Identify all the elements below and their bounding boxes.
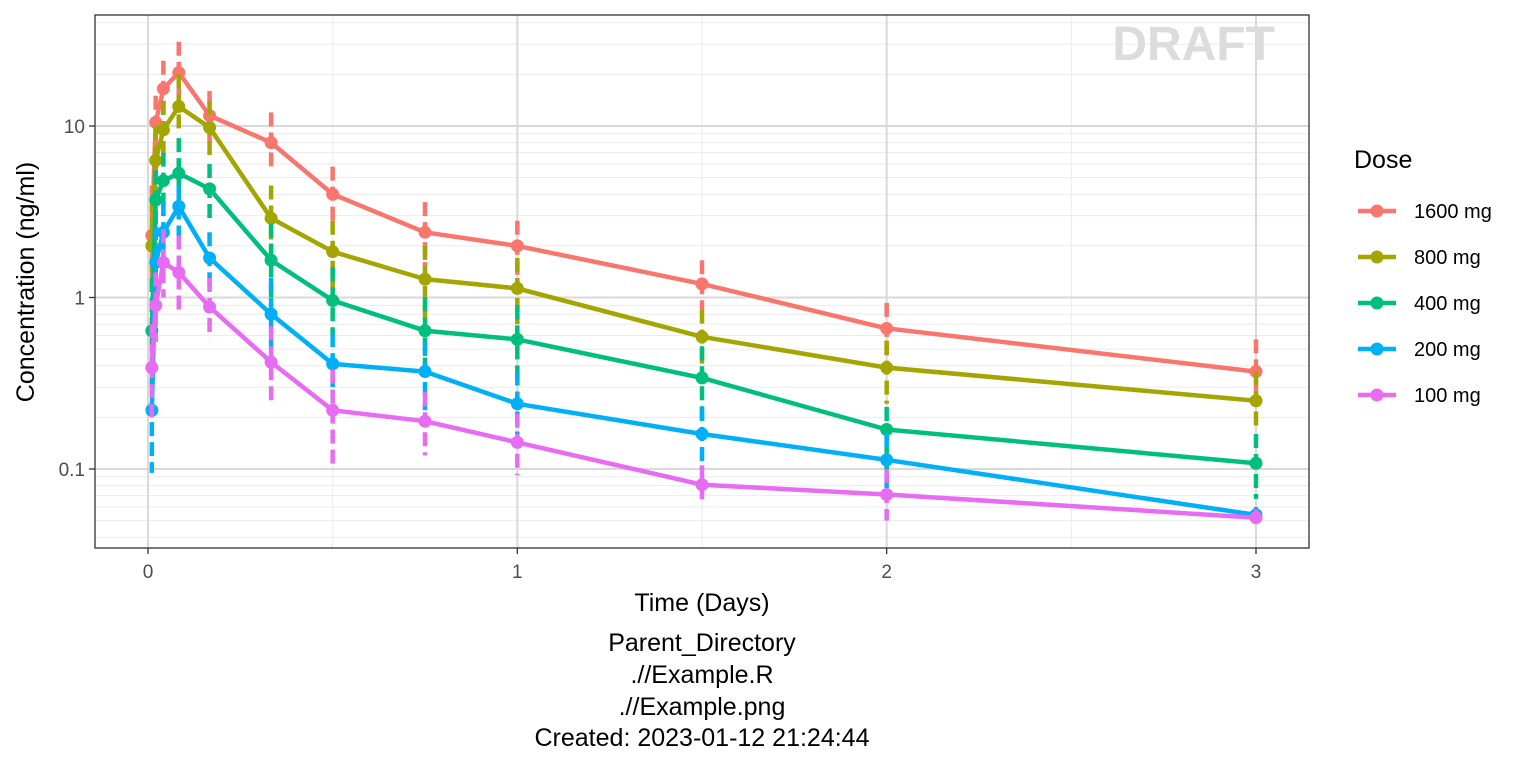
data-point bbox=[695, 427, 709, 441]
y-tick-label: 0.1 bbox=[59, 460, 85, 481]
legend-item: 800 mg bbox=[1358, 247, 1481, 269]
data-point bbox=[172, 199, 186, 213]
data-point bbox=[156, 123, 170, 137]
data-point bbox=[149, 298, 163, 312]
caption: Parent_Directory .//Example.R .//Example… bbox=[535, 629, 870, 752]
data-point bbox=[326, 187, 340, 201]
data-point bbox=[326, 294, 340, 308]
data-point bbox=[418, 324, 432, 338]
data-point bbox=[172, 99, 186, 113]
data-point bbox=[1249, 511, 1263, 525]
legend-label: 800 mg bbox=[1414, 247, 1481, 269]
data-point bbox=[880, 453, 894, 467]
plot-panel: DRAFT bbox=[94, 14, 1310, 549]
legend-item: 200 mg bbox=[1358, 339, 1481, 361]
legend-item: 400 mg bbox=[1358, 293, 1481, 315]
data-point bbox=[203, 300, 217, 314]
data-point bbox=[172, 166, 186, 180]
x-tick-label: 3 bbox=[1251, 562, 1262, 583]
data-point bbox=[695, 330, 709, 344]
data-point bbox=[264, 211, 278, 225]
data-point bbox=[510, 239, 524, 253]
data-point bbox=[264, 307, 278, 321]
x-tick-label: 1 bbox=[512, 562, 523, 583]
legend-key-point bbox=[1370, 342, 1384, 356]
legend-label: 100 mg bbox=[1414, 385, 1481, 407]
series-400-mg bbox=[145, 138, 1263, 499]
watermark-text: DRAFT bbox=[1112, 18, 1275, 71]
legend-item: 100 mg bbox=[1358, 385, 1481, 407]
series-1600-mg bbox=[145, 41, 1263, 404]
legend-key-point bbox=[1370, 388, 1384, 402]
series-100-mg bbox=[145, 229, 1263, 526]
data-point bbox=[880, 488, 894, 502]
data-point bbox=[264, 253, 278, 267]
data-point bbox=[203, 109, 217, 123]
x-tick-label: 0 bbox=[143, 562, 154, 583]
data-point bbox=[172, 265, 186, 279]
data-point bbox=[880, 422, 894, 436]
legend-item: 1600 mg bbox=[1358, 201, 1492, 223]
data-point bbox=[145, 361, 159, 375]
data-point bbox=[418, 272, 432, 286]
data-point bbox=[326, 357, 340, 371]
data-point bbox=[326, 245, 340, 259]
legend-label: 400 mg bbox=[1414, 293, 1481, 315]
legend-key-point bbox=[1370, 204, 1384, 218]
legend: Dose 1600 mg 800 mg 400 mg 200 mg 100 mg bbox=[1354, 146, 1492, 407]
caption-image: .//Example.png bbox=[619, 693, 786, 721]
y-tick-label: 1 bbox=[74, 289, 85, 310]
data-point bbox=[418, 225, 432, 239]
data-point bbox=[510, 397, 524, 411]
data-point bbox=[1249, 394, 1263, 408]
data-point bbox=[695, 478, 709, 492]
legend-label: 1600 mg bbox=[1414, 201, 1492, 223]
data-point bbox=[418, 414, 432, 428]
series-layer bbox=[145, 41, 1263, 526]
data-point bbox=[203, 121, 217, 135]
data-point bbox=[1249, 456, 1263, 470]
y-axis: 0.1 1 10 bbox=[59, 117, 95, 481]
data-point bbox=[149, 153, 163, 167]
legend-key-point bbox=[1370, 296, 1384, 310]
caption-created: Created: 2023-01-12 21:24:44 bbox=[535, 724, 870, 752]
data-point bbox=[880, 361, 894, 375]
x-axis: 0 1 2 3 bbox=[143, 548, 1262, 583]
x-tick-label: 2 bbox=[881, 562, 892, 583]
legend-title: Dose bbox=[1354, 146, 1412, 174]
data-point bbox=[326, 403, 340, 417]
data-point bbox=[156, 82, 170, 96]
panel-border bbox=[94, 14, 1310, 549]
data-point bbox=[149, 193, 163, 207]
x-axis-title: Time (Days) bbox=[634, 589, 769, 617]
legend-key-point bbox=[1370, 250, 1384, 264]
data-point bbox=[695, 277, 709, 291]
data-point bbox=[264, 136, 278, 150]
y-axis-title: Concentration (ng/ml) bbox=[12, 162, 40, 402]
caption-directory: Parent_Directory bbox=[608, 629, 796, 657]
data-point bbox=[880, 321, 894, 335]
legend-label: 200 mg bbox=[1414, 339, 1481, 361]
data-point bbox=[695, 371, 709, 385]
data-point bbox=[264, 355, 278, 369]
data-point bbox=[510, 281, 524, 295]
data-point bbox=[203, 251, 217, 265]
data-point bbox=[172, 66, 186, 80]
data-point bbox=[156, 255, 170, 269]
data-point bbox=[418, 365, 432, 379]
y-tick-label: 10 bbox=[64, 117, 85, 138]
caption-script: .//Example.R bbox=[630, 661, 773, 689]
data-point bbox=[203, 182, 217, 196]
data-point bbox=[510, 332, 524, 346]
data-point bbox=[510, 435, 524, 449]
data-point bbox=[156, 174, 170, 188]
